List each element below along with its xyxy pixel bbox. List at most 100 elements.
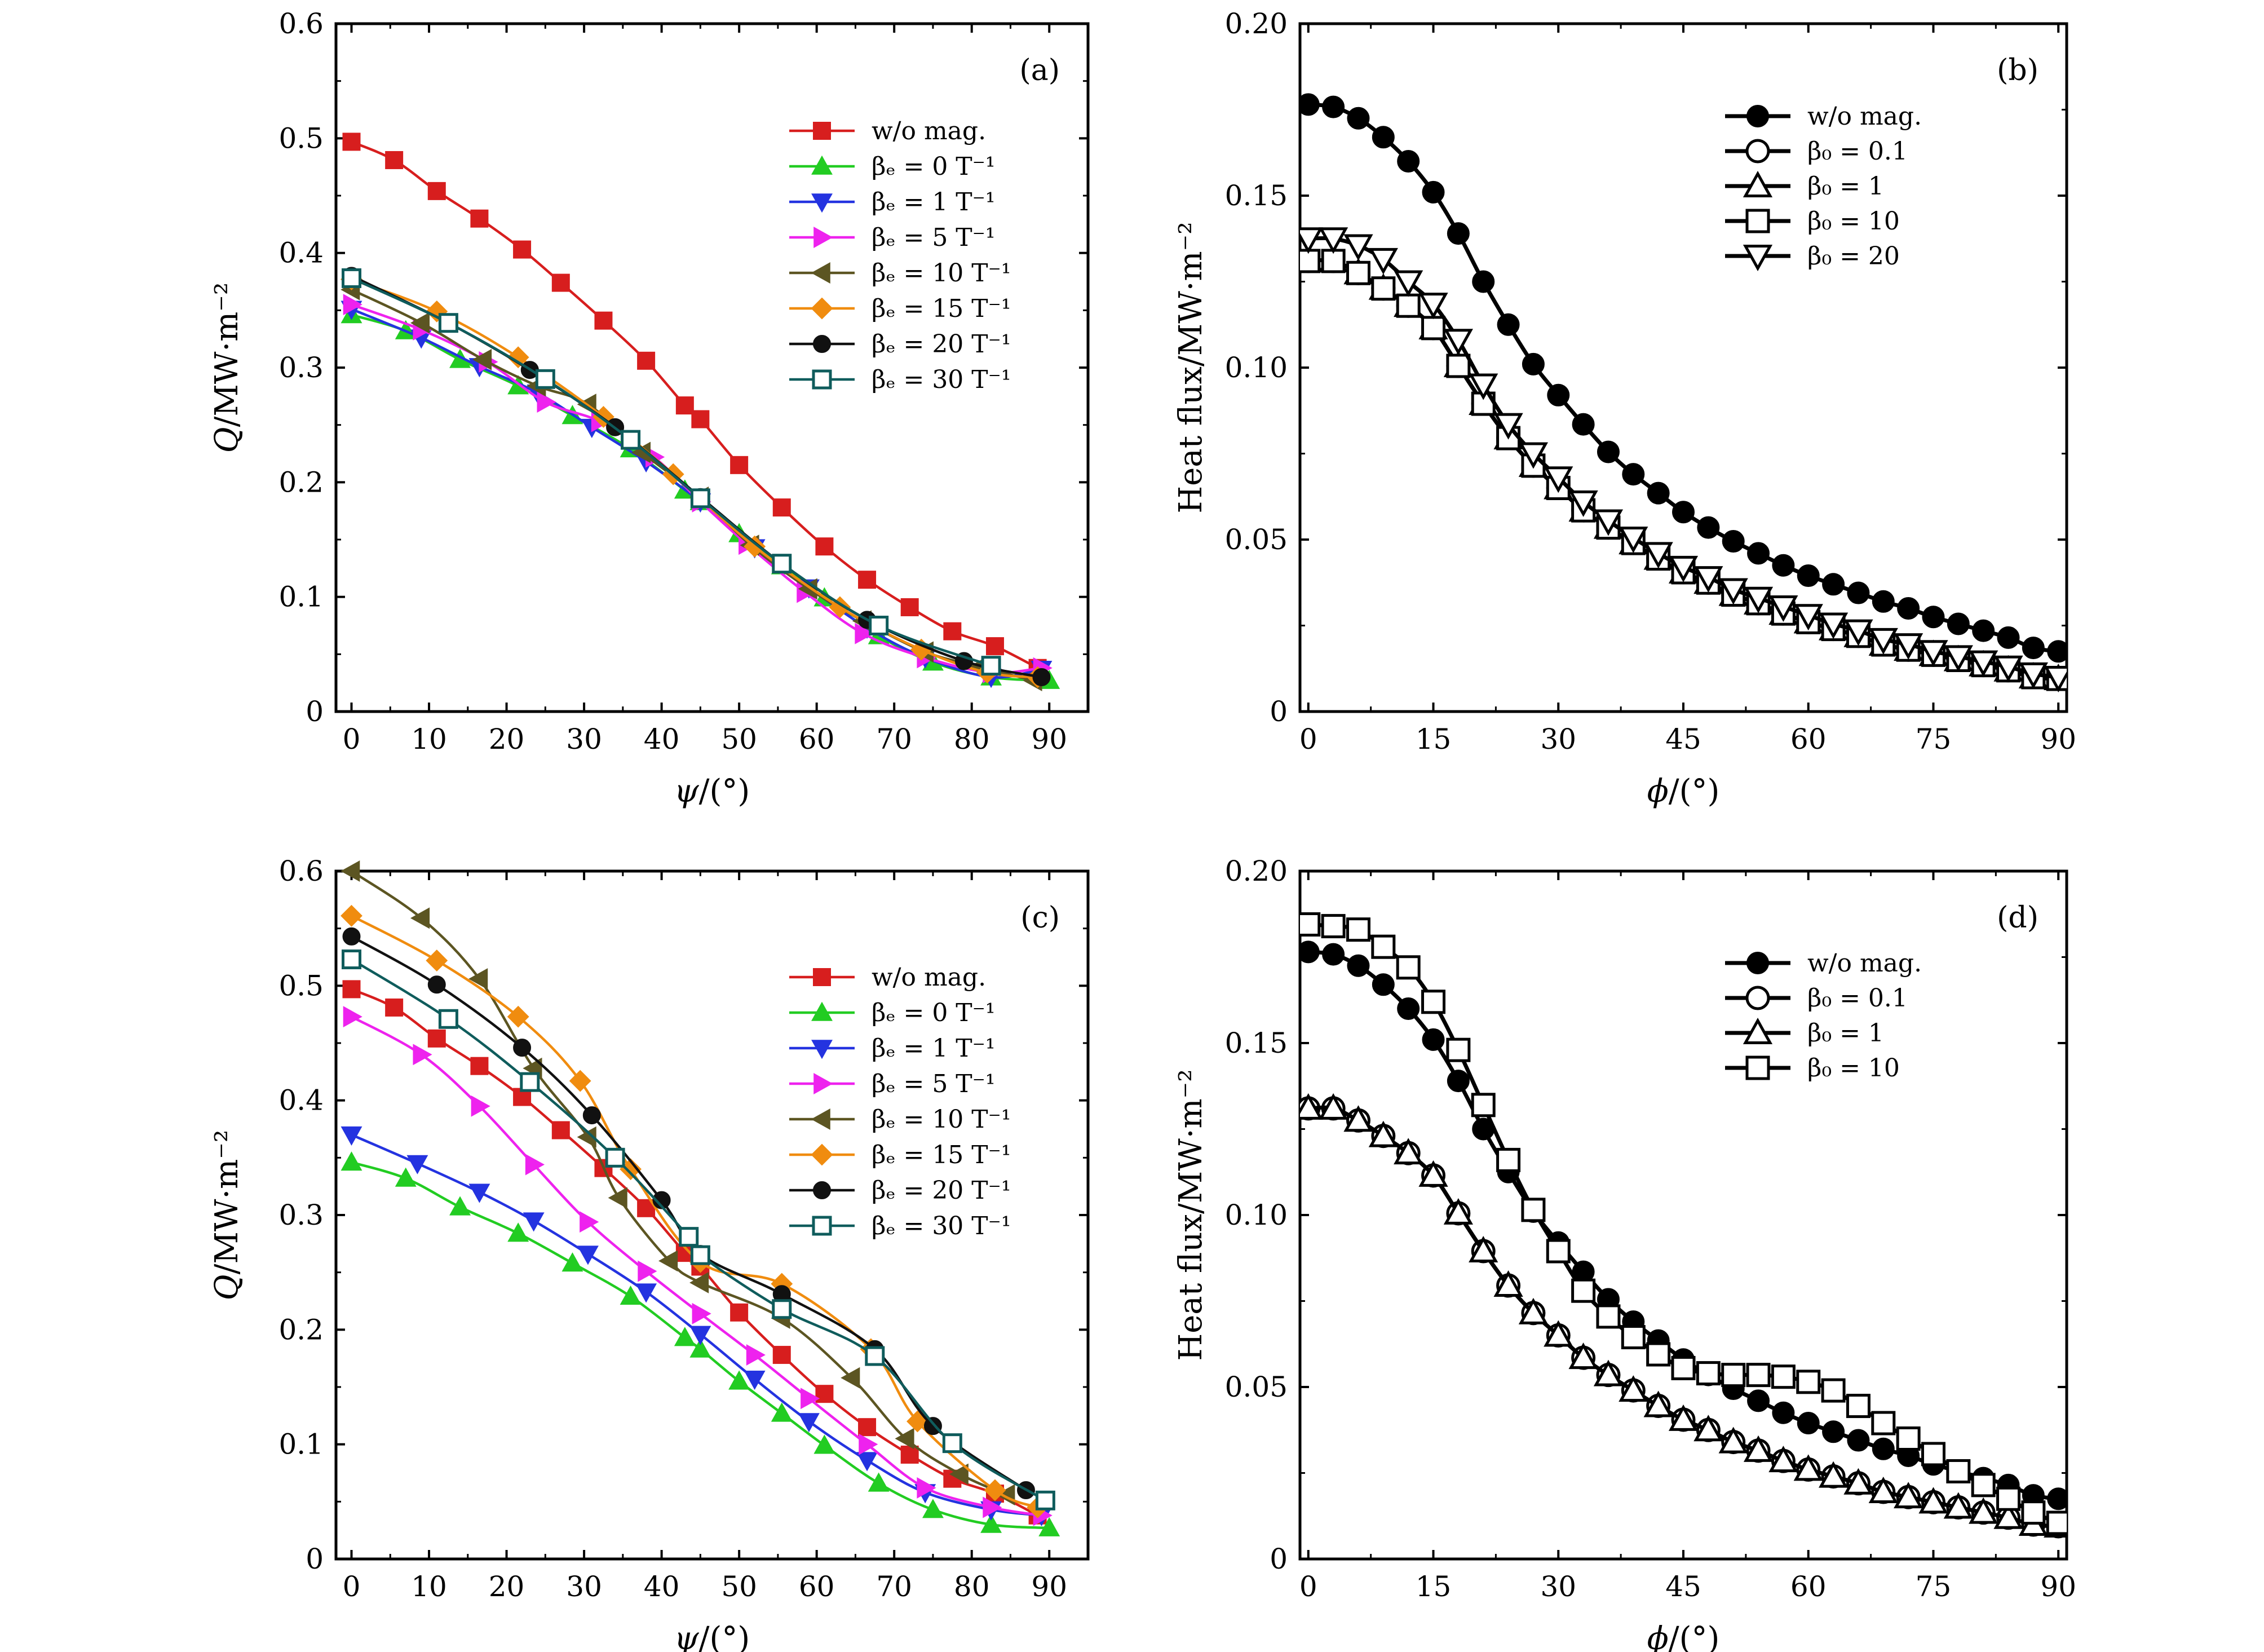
data-point: [2047, 1487, 2067, 1510]
x-tick-label: 60: [799, 723, 835, 756]
data-point: [638, 1260, 657, 1282]
legend-label: w/o mag.: [872, 963, 986, 992]
legend-marker: [1743, 171, 1773, 197]
data-point: [513, 1039, 532, 1057]
y-axis-label: Q/MW·m⁻²: [209, 1130, 245, 1301]
data-point: [582, 1106, 601, 1125]
x-tick-label: 50: [721, 1570, 757, 1603]
data-point: [1493, 413, 1523, 440]
data-point: [1469, 373, 1498, 400]
data-point: [983, 1496, 1002, 1518]
x-tick-label: 10: [411, 723, 447, 756]
x-tick-label: 10: [411, 1570, 447, 1603]
data-point: [343, 1006, 362, 1028]
data-point: [342, 132, 361, 151]
legend-label: βₑ = 10 T⁻¹: [872, 259, 1011, 288]
data-point: [341, 860, 360, 882]
data-point: [730, 1303, 749, 1322]
data-point: [1697, 516, 1720, 539]
data-point: [922, 1499, 944, 1518]
data-point: [652, 1191, 671, 1209]
x-tick-label: 60: [799, 1570, 835, 1603]
legend-marker: [1743, 245, 1773, 271]
data-point: [1372, 126, 1395, 149]
data-point: [1593, 509, 1624, 536]
data-point: [427, 182, 446, 200]
data-point: [1422, 1028, 1445, 1051]
data-point: [1693, 566, 1723, 593]
data-point: [635, 1283, 657, 1303]
data-point: [658, 1250, 678, 1272]
data-point: [427, 1029, 446, 1048]
data-point: [1894, 1482, 1923, 1509]
data-point: [1646, 1342, 1671, 1367]
x-tick-label: 0: [1299, 1570, 1317, 1603]
data-point: [1396, 955, 1421, 980]
data-point: [744, 1370, 766, 1390]
x-tick-label: 90: [2040, 1570, 2076, 1603]
legend-marker: [1746, 952, 1769, 974]
y-tick-label: 0.2: [278, 466, 324, 498]
series-2: [1300, 1093, 2067, 1538]
data-point: [869, 616, 889, 635]
data-point: [1397, 150, 1420, 173]
data-point: [1321, 914, 1346, 939]
data-point: [1996, 1486, 2021, 1511]
y-tick-label: 0.1: [278, 581, 324, 613]
data-point: [1947, 612, 1970, 635]
y-tick-label: 0.3: [278, 1199, 324, 1231]
data-point: [1418, 1160, 1448, 1187]
legend-label: βₑ = 0 T⁻¹: [872, 152, 996, 181]
data-point: [342, 980, 361, 999]
data-point: [605, 1147, 625, 1168]
series-4: [1300, 227, 2067, 692]
data-point: [438, 1009, 458, 1029]
data-point: [608, 1187, 627, 1209]
data-point: [1619, 1375, 1648, 1402]
data-point: [1843, 1468, 1873, 1495]
y-tick-label: 0: [306, 695, 324, 728]
legend-marker: [811, 155, 833, 175]
legend-label: βₑ = 5 T⁻¹: [872, 223, 996, 252]
data-point: [1446, 354, 1471, 378]
data-point: [1871, 1411, 1896, 1435]
data-point: [406, 1155, 428, 1174]
data-point: [1347, 107, 1370, 130]
legend-marker: [813, 227, 833, 248]
legend-label: βₑ = 0 T⁻¹: [872, 999, 996, 1027]
data-point: [395, 1167, 417, 1187]
data-point: [1397, 997, 1420, 1020]
data-point: [1993, 655, 2023, 682]
legend-marker: [813, 968, 831, 986]
data-point: [679, 1227, 699, 1247]
data-point: [1693, 1415, 1723, 1442]
data-point: [1032, 668, 1051, 686]
data-point: [1497, 313, 1520, 336]
data-point: [1847, 1429, 1870, 1452]
legend-label: w/o mag.: [872, 117, 986, 145]
data-point: [746, 1344, 766, 1366]
legend-marker: [811, 1001, 833, 1021]
data-point: [772, 554, 792, 574]
x-tick-label: 50: [721, 723, 757, 756]
data-point: [675, 396, 694, 415]
x-axis-label: ϕ/(°): [1647, 773, 1720, 810]
legend-label: βₑ = 20 T⁻¹: [872, 330, 1011, 359]
data-point: [1371, 934, 1396, 959]
data-point: [410, 312, 430, 334]
data-point: [513, 240, 532, 259]
data-point: [1868, 628, 1898, 655]
data-point: [471, 1095, 490, 1117]
data-point: [2022, 637, 2045, 660]
x-tick-label: 60: [1790, 723, 1827, 756]
data-point: [523, 1212, 545, 1232]
data-point: [561, 1252, 583, 1272]
data-point: [1496, 1147, 1521, 1172]
data-point: [1668, 555, 1699, 582]
data-point: [468, 1183, 490, 1203]
series-line: [1308, 258, 2059, 681]
data-point: [1546, 1239, 1571, 1264]
legend-marker: [813, 122, 831, 140]
x-tick-label: 15: [1416, 723, 1452, 756]
data-point: [470, 1057, 489, 1075]
